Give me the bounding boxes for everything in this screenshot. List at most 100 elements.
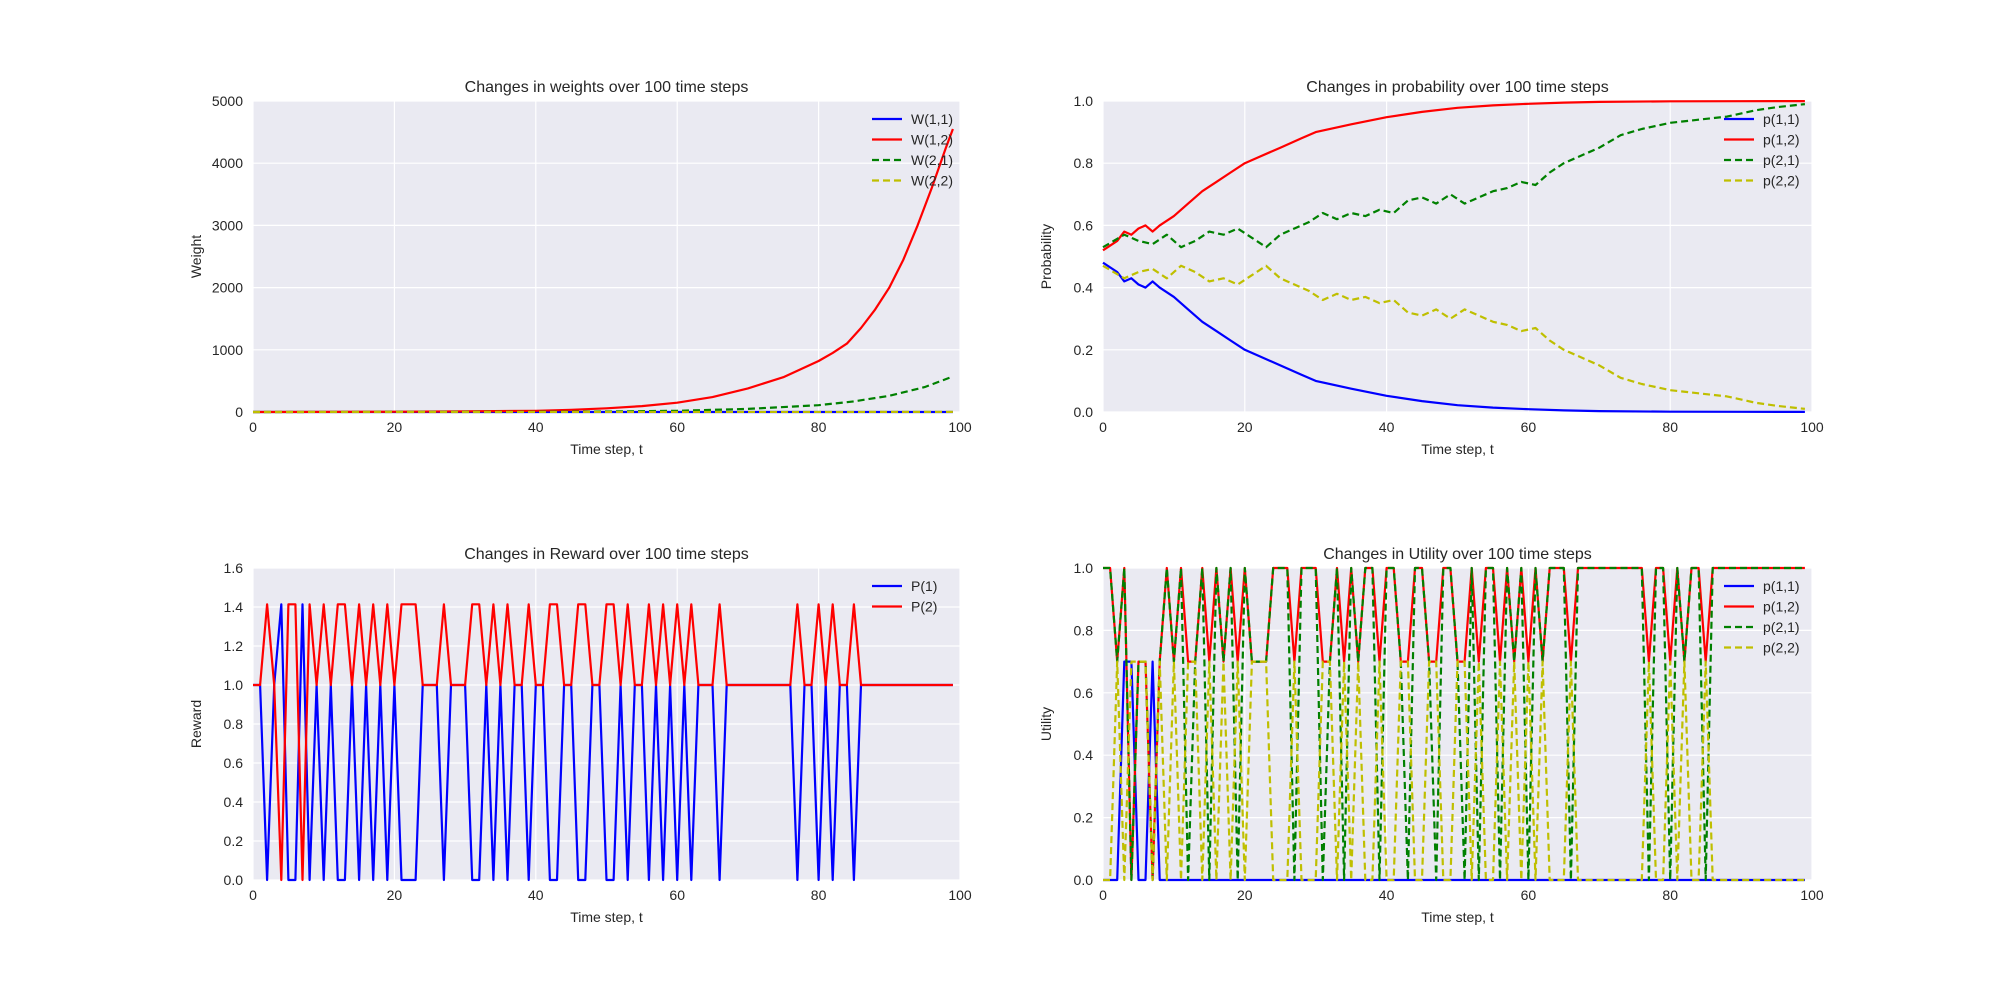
series-group xyxy=(1103,566,1805,882)
x-tick-label: 80 xyxy=(811,887,827,903)
y-tick-label: 0.0 xyxy=(1074,872,1094,888)
legend: W(1,1) W(1,2) W(2,1) W(2,2) xyxy=(872,111,953,189)
y-tick-label: 0.0 xyxy=(1074,404,1094,420)
legend-label: p(2,2) xyxy=(1763,173,1800,189)
x-tick-label: 60 xyxy=(1521,419,1537,435)
legend-label: W(1,2) xyxy=(911,132,953,148)
x-tick-label: 80 xyxy=(1662,887,1678,903)
legend-label: P(1) xyxy=(911,578,937,594)
chart-weights: 0 20 40 60 80 100010002000300040005000Changes… xyxy=(188,79,972,457)
y-tick-label: 1.6 xyxy=(224,560,244,576)
series-group xyxy=(253,603,953,882)
y-tick-label: 1.0 xyxy=(1074,560,1094,576)
series-line xyxy=(252,375,954,414)
y-axis-label: Probability xyxy=(1038,224,1054,289)
legend: p(1,1) p(1,2) p(2,1) p(2,2) xyxy=(1724,111,1800,189)
x-tick-label: 0 xyxy=(1099,419,1107,435)
legend-label: W(2,2) xyxy=(911,173,953,189)
y-tick-label: 1000 xyxy=(212,342,243,358)
x-tick-label: 60 xyxy=(669,887,685,903)
y-tick-label: 1.0 xyxy=(224,677,244,693)
legend-label: p(1,2) xyxy=(1763,599,1800,615)
y-tick-label: 1.0 xyxy=(1074,93,1094,109)
x-tick-label: 80 xyxy=(811,419,827,435)
x-axis-label: Time step, t xyxy=(1421,441,1494,457)
y-tick-label: 1.2 xyxy=(224,638,244,654)
x-axis-label: Time step, t xyxy=(1421,909,1494,925)
x-tick-label: 100 xyxy=(1800,887,1824,903)
chart-reward: 0 20 40 60 80 100 0.0 0.2 0.4 0.6 0.8 1.0 1.2 1.4 1.6 C… xyxy=(188,546,972,925)
x-tick-label: 100 xyxy=(948,419,972,435)
y-tick-label: 0.8 xyxy=(1074,155,1094,171)
y-tick-label: 0.6 xyxy=(1074,217,1094,233)
legend-label: p(2,1) xyxy=(1763,152,1800,168)
chart-title: Changes in weights over 100 time steps xyxy=(465,79,749,96)
y-tick-label: 0.4 xyxy=(224,794,244,810)
y-tick-label: 0.4 xyxy=(1074,280,1094,296)
legend-label: p(1,1) xyxy=(1763,578,1800,594)
x-tick-label: 0 xyxy=(249,887,257,903)
legend-label: W(2,1) xyxy=(911,152,953,168)
series-line xyxy=(1103,660,1805,882)
series-group xyxy=(252,128,954,414)
plot-area xyxy=(253,101,960,412)
legend-label: W(1,1) xyxy=(911,111,953,127)
series-line xyxy=(1103,660,1805,882)
y-tick-label: 0.2 xyxy=(1074,810,1094,826)
legend-label: p(1,2) xyxy=(1763,132,1800,148)
x-tick-label: 80 xyxy=(1662,419,1678,435)
plot-area xyxy=(1103,101,1812,412)
x-axis-label: Time step, t xyxy=(570,441,643,457)
x-tick-label: 20 xyxy=(1237,419,1253,435)
series-line xyxy=(1102,264,1806,410)
x-tick-label: 40 xyxy=(1379,887,1395,903)
series-line xyxy=(1102,261,1805,413)
x-tick-label: 20 xyxy=(387,419,403,435)
series-line xyxy=(1102,103,1806,249)
x-tick-label: 60 xyxy=(669,419,685,435)
y-tick-label: 3000 xyxy=(212,217,243,233)
series-group xyxy=(1102,99,1806,413)
y-tick-label: 5000 xyxy=(212,93,243,109)
chart-probability: 0 20 40 60 80 100 0.0 0.2 0.4 0.6 0.8 1.0 Changes in… xyxy=(1038,79,1824,457)
x-tick-label: 100 xyxy=(948,887,972,903)
x-tick-label: 100 xyxy=(1800,419,1824,435)
series-line xyxy=(1102,99,1805,252)
legend-label: P(2) xyxy=(911,599,937,615)
x-tick-label: 0 xyxy=(1099,887,1107,903)
legend: P(1) P(2) xyxy=(872,578,937,615)
series-line xyxy=(253,603,953,882)
x-tick-label: 20 xyxy=(387,887,403,903)
y-tick-label: 0.6 xyxy=(224,755,244,771)
series-line xyxy=(253,603,953,882)
y-tick-label: 0.0 xyxy=(224,872,244,888)
x-tick-label: 40 xyxy=(1379,419,1395,435)
series-line xyxy=(252,128,954,414)
y-tick-label: 2000 xyxy=(212,280,243,296)
chart-title: Changes in probability over 100 time ste… xyxy=(1306,79,1608,96)
legend-label: p(2,1) xyxy=(1763,619,1800,635)
y-axis-label: Utility xyxy=(1038,707,1054,741)
chart-title: Changes in Reward over 100 time steps xyxy=(464,546,749,563)
legend: p(1,1) p(1,2) p(2,1) p(2,2) xyxy=(1724,578,1800,656)
y-axis-label: Weight xyxy=(188,235,204,278)
y-axis-label: Reward xyxy=(188,700,204,748)
legend-label: p(1,1) xyxy=(1763,111,1800,127)
x-tick-label: 40 xyxy=(528,419,544,435)
chart-utility: 0 20 40 60 80 100 0.0 0.2 0.4 0.6 0.8 1.0 Changes in… xyxy=(1038,546,1824,925)
legend-label: p(2,2) xyxy=(1763,640,1800,656)
y-tick-label: 0.2 xyxy=(224,833,244,849)
y-tick-label: 0 xyxy=(235,404,243,420)
series-line xyxy=(1103,566,1805,882)
x-tick-label: 40 xyxy=(528,887,544,903)
y-tick-label: 0.8 xyxy=(1074,622,1094,638)
x-tick-label: 20 xyxy=(1237,887,1253,903)
x-axis-label: Time step, t xyxy=(570,909,643,925)
y-tick-label: 0.8 xyxy=(224,716,244,732)
y-tick-label: 4000 xyxy=(212,155,243,171)
y-tick-label: 0.4 xyxy=(1074,747,1094,763)
x-tick-label: 0 xyxy=(249,419,257,435)
chart-title: Changes in Utility over 100 time steps xyxy=(1323,546,1592,563)
y-tick-label: 0.6 xyxy=(1074,685,1094,701)
